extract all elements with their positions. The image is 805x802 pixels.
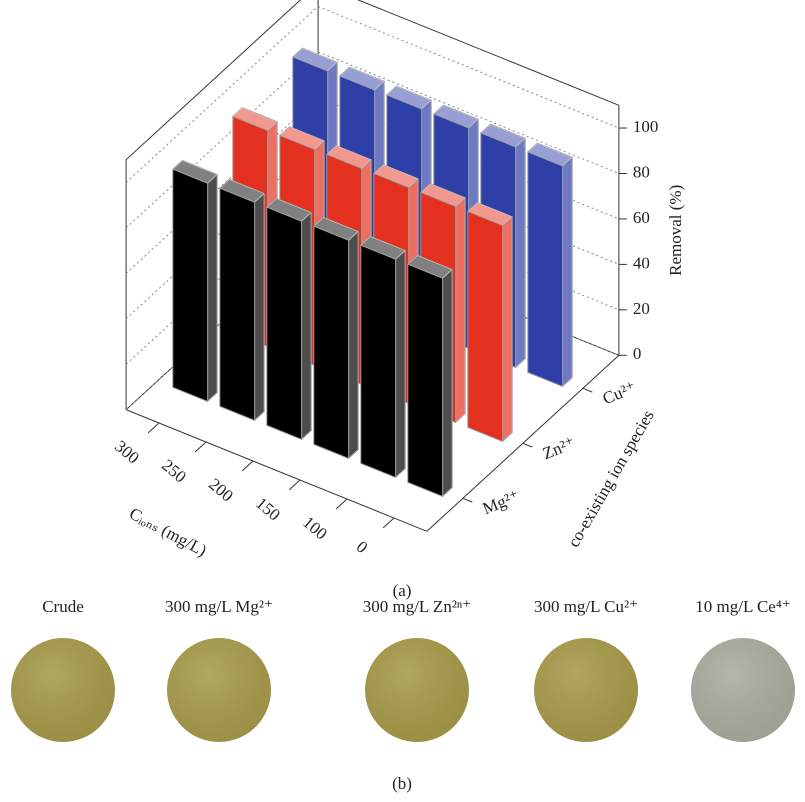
bar-shade — [503, 217, 513, 442]
x-tick-label: 0 — [353, 537, 372, 557]
y-category-tick — [463, 498, 472, 502]
y-tick-label: 40 — [633, 253, 650, 272]
bar-shade — [255, 193, 265, 420]
sample-label: 10 mg/L Ce⁴⁺ — [695, 597, 790, 616]
bar — [267, 198, 311, 439]
y-category-tick — [583, 388, 592, 392]
bar — [528, 143, 572, 386]
y-category-label: Mg²⁺ — [480, 486, 522, 518]
bar-face — [314, 226, 349, 458]
y-category-tick — [523, 443, 532, 447]
bar-shade — [563, 157, 573, 386]
sample-shade — [691, 638, 795, 742]
y-category-title: co-existing ion species — [564, 407, 658, 551]
sample-label: Crude — [42, 597, 84, 616]
bar-face — [408, 264, 443, 496]
bar-face — [361, 245, 396, 477]
x-tick — [336, 499, 347, 509]
bar — [173, 160, 217, 401]
bar-face — [528, 152, 563, 387]
sample-shade — [534, 638, 638, 742]
sample-shade — [167, 638, 271, 742]
bar-shade — [302, 212, 312, 439]
bar — [314, 217, 358, 458]
sample-label: 300 mg/L Cu²⁺ — [534, 597, 638, 616]
bar-shade — [349, 231, 359, 458]
sample-shade — [365, 638, 469, 742]
bar-shade — [456, 198, 466, 423]
bar-shade — [396, 250, 406, 477]
bar-face — [173, 169, 208, 401]
x-tick — [195, 442, 206, 452]
y-tick-label: 100 — [633, 117, 659, 136]
bar — [220, 179, 264, 420]
x-tick-label: 100 — [299, 513, 331, 544]
y-tick-label: 80 — [633, 162, 650, 181]
y-tick-label: 20 — [633, 299, 650, 318]
bar-shade — [516, 138, 526, 367]
x-axis-title: Cᵢₒₙₛ (mg/L) — [126, 504, 210, 560]
bar — [408, 255, 452, 496]
y-tick-label: 0 — [633, 344, 642, 363]
bar-face — [220, 188, 255, 420]
y-category-label: Cu²⁺ — [600, 378, 639, 408]
bar — [468, 203, 512, 442]
bar-shade — [443, 269, 453, 496]
y-axis-title: Removal (%) — [666, 185, 685, 276]
x-tick — [148, 423, 159, 433]
sample-label: 300 mg/L Zn²ⁿ⁺ — [363, 597, 472, 616]
sample-shade — [11, 638, 115, 742]
x-tick — [289, 480, 300, 490]
bar-shade — [208, 174, 218, 401]
figure: (a) (b) 020406080100Removal (%)300250200… — [0, 0, 805, 797]
x-tick — [383, 518, 394, 528]
bar-face — [267, 207, 302, 439]
sample-label: 300 mg/L Mg²⁺ — [165, 597, 273, 616]
x-tick-label: 250 — [158, 456, 190, 487]
panel-b-label: (b) — [392, 774, 412, 793]
y-tick-label: 60 — [633, 208, 650, 227]
bar — [361, 236, 405, 477]
x-tick-label: 150 — [252, 494, 284, 525]
x-tick-label: 200 — [205, 475, 237, 506]
bar-face — [468, 211, 503, 441]
y-category-label: Zn²⁺ — [540, 433, 578, 463]
x-tick-label: 300 — [111, 437, 143, 468]
x-tick — [242, 461, 253, 471]
